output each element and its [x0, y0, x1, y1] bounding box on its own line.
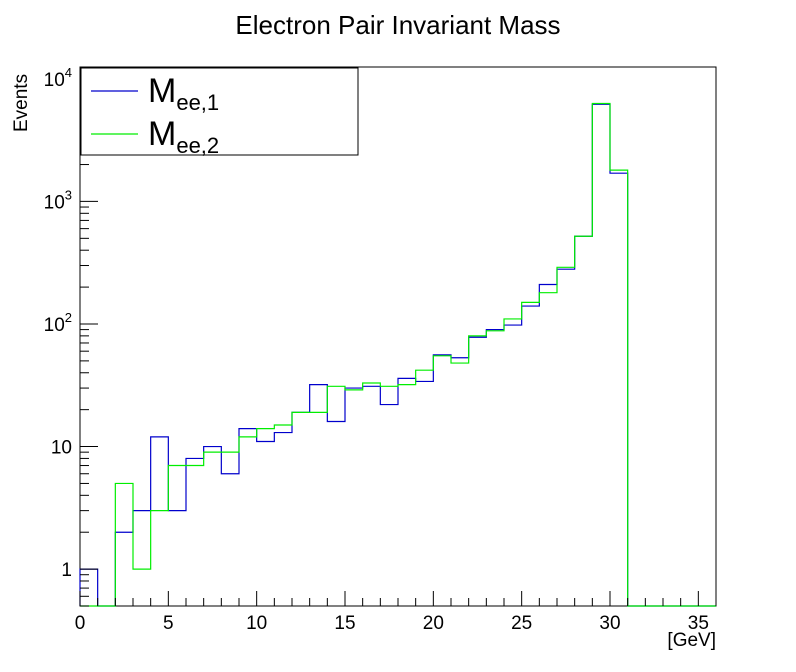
- x-tick-label: 30: [599, 613, 620, 634]
- series-layer: [79, 102, 716, 607]
- chart-title: Electron Pair Invariant Mass: [235, 10, 560, 40]
- legend-label-2: Mee,2: [148, 115, 219, 158]
- legend-label-1: Mee,1: [148, 72, 219, 115]
- x-tick-label: 5: [163, 613, 174, 634]
- series-2-line: [80, 102, 716, 607]
- x-axis: 0 5 10 15 20 25 30 35: [75, 591, 717, 634]
- x-tick-label: 25: [511, 613, 532, 634]
- legend-box: [80, 67, 359, 156]
- x-tick-label: 0: [75, 613, 86, 634]
- y-tick-label: 10: [51, 438, 72, 459]
- x-tick-label: 20: [423, 613, 444, 634]
- y-tick-label: 104: [44, 65, 72, 91]
- x-tick-label: 10: [246, 613, 267, 634]
- y-tick-label: 102: [44, 310, 72, 336]
- x-tick-label: 15: [334, 613, 355, 634]
- y-tick-label: 1: [61, 560, 72, 581]
- x-axis-label: [GeV]: [667, 630, 716, 651]
- x-tick-label: 35: [688, 613, 709, 634]
- y-axis-label: Events: [11, 74, 32, 132]
- series-1-line: [79, 103, 716, 607]
- y-tick-label: 103: [44, 187, 72, 213]
